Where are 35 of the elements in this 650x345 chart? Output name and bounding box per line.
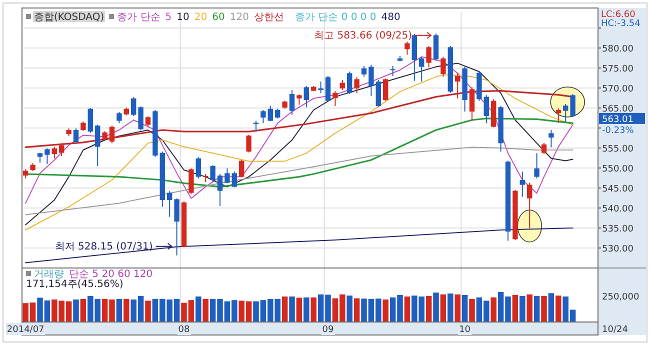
y-tick-label: 575.00 xyxy=(602,64,634,74)
text: 10/24 xyxy=(602,325,628,335)
text: 5 xyxy=(165,12,172,23)
text: 563.01 xyxy=(602,114,634,125)
y-tick-label: 555.00 xyxy=(602,144,634,154)
y-tick-label: 540.00 xyxy=(602,204,634,214)
y-tick-label: 565.00 xyxy=(602,104,634,114)
chart-title: 종합(KOSDAQ) xyxy=(34,12,104,23)
y-tick-label: 535.00 xyxy=(602,224,634,234)
text: 10 xyxy=(176,12,190,23)
chart-title: 거래량 xyxy=(34,269,64,280)
y-tick-label: 545.00 xyxy=(602,184,634,194)
x-tick-label: 10 xyxy=(459,325,471,335)
y-tick-label: 550.00 xyxy=(602,164,634,174)
text: LC:6.60 xyxy=(601,10,636,20)
annotation: 종가 단순 0 0 0 0 xyxy=(294,12,376,23)
text: 171,154주(45.56%) xyxy=(26,279,124,290)
x-tick-label: 2014/07 xyxy=(6,325,44,335)
text: 250,000 xyxy=(602,292,640,302)
x-tick-label: 08 xyxy=(178,325,190,335)
text: HC:-3.54 xyxy=(601,19,641,29)
annotation: 최고 583.66 (09/25) xyxy=(314,30,412,42)
y-tick-label: 530.00 xyxy=(602,244,634,254)
text: 120 xyxy=(230,12,249,23)
text: 20 xyxy=(194,12,208,23)
annotation: 최저 528.15 (07/31) xyxy=(54,241,153,252)
text: 60 xyxy=(212,12,225,23)
y-tick-label: 580.00 xyxy=(602,44,634,54)
text: 단순 5 20 60 120 xyxy=(69,269,153,280)
text: -0.23% xyxy=(602,126,634,136)
y-tick-label: 570.00 xyxy=(602,84,634,94)
text: 480 xyxy=(381,12,400,23)
legend-title: 종가 단순 xyxy=(117,12,160,23)
text: 상한선 xyxy=(254,12,284,23)
x-tick-label: 09 xyxy=(322,325,334,335)
